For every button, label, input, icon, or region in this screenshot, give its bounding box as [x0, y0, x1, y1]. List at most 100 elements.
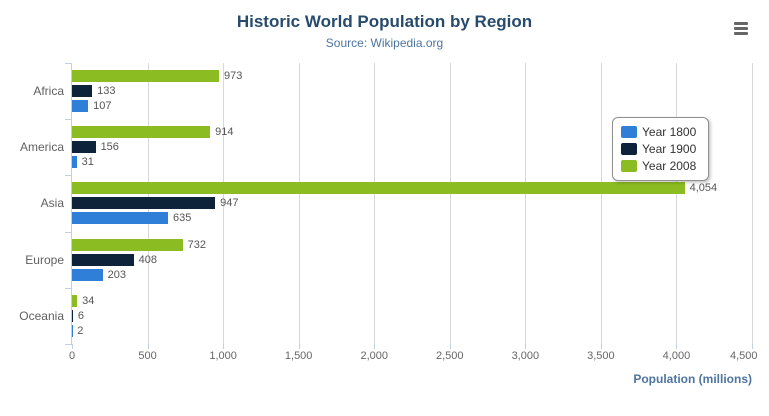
category-row: Europe 732 408 203: [25, 232, 752, 288]
x-tick-label: 2,000: [360, 350, 388, 362]
y-axis-line: [71, 63, 72, 344]
y-axis-tick: [65, 119, 72, 120]
bar-value-label: 635: [172, 212, 192, 225]
legend-symbol: [621, 160, 637, 172]
category-label: Oceania: [19, 308, 64, 323]
legend-item-year-2008[interactable]: Year 2008: [621, 159, 696, 173]
y-axis-tick: [65, 232, 72, 233]
x-tick-label: 1,500: [284, 350, 313, 362]
bar-year-1800[interactable]: [72, 268, 103, 281]
bar-value-label: 107: [93, 100, 112, 113]
x-tick-label: 3,000: [511, 350, 540, 362]
category-label: Africa: [33, 84, 64, 99]
bar-year-1900[interactable]: [72, 197, 216, 210]
grid-line: [374, 63, 376, 344]
bar-value-label: 914: [215, 126, 234, 139]
bar-value-label: 4,054: [689, 182, 718, 195]
x-axis-tick: [525, 344, 527, 349]
bar-value-label: 156: [100, 141, 119, 154]
x-axis-tick: [298, 344, 300, 349]
bar-line: 107: [72, 100, 752, 113]
x-axis-tick: [676, 344, 678, 349]
bar-line: 2: [72, 324, 752, 337]
bar-value-label: 6: [77, 309, 85, 322]
bar-line: 408: [72, 253, 752, 266]
bar-year-1900[interactable]: [72, 253, 134, 266]
bar-value-label: 133: [97, 85, 116, 98]
bar-year-1900[interactable]: [72, 141, 96, 154]
plot-area: Africa 973 133 107 America 914 156 31 Asia 4,054 9…: [19, 63, 753, 349]
x-tick-label: 4,000: [662, 350, 691, 362]
bar-line: 914: [72, 126, 752, 139]
x-axis-tick: [223, 344, 225, 349]
bar-value-label: 408: [138, 253, 157, 266]
y-axis-tick: [65, 63, 72, 64]
x-tick-label: 3,500: [587, 350, 615, 362]
chart-subtitle: Source: Wikipedia.org: [325, 36, 444, 50]
bar-line: 6: [72, 309, 752, 322]
legend: Year 1800 Year 1900 Year 2008: [612, 117, 710, 181]
grid-line: [298, 63, 300, 344]
bar-line: 133: [72, 85, 752, 98]
category-label: Asia: [40, 196, 64, 211]
y-axis-tick: [65, 344, 72, 345]
grid-line: [525, 63, 527, 344]
bar-line: 947: [72, 197, 752, 210]
bar-value-label: 31: [81, 156, 94, 169]
bar-line: 34: [72, 294, 752, 307]
legend-label: Year 1800: [642, 125, 697, 139]
legend-item-year-1900[interactable]: Year 1900: [621, 142, 696, 156]
bar-line: 203: [72, 268, 752, 281]
legend-symbol: [621, 126, 637, 138]
chart-title: Historic World Population by Region: [236, 12, 533, 31]
grid-line: [752, 63, 753, 344]
y-axis-tick: [65, 288, 72, 289]
bar-year-2008[interactable]: [72, 70, 220, 83]
bar-year-1900[interactable]: [72, 85, 93, 98]
x-tick-label: 1,000: [209, 350, 237, 362]
bar-value-label: 947: [220, 197, 239, 210]
bar-year-1800[interactable]: [72, 212, 168, 225]
x-axis-title: Population (millions): [633, 372, 752, 386]
x-tick-label: 4,500: [729, 350, 758, 362]
bar-line: 156: [72, 141, 752, 154]
bar-year-1800[interactable]: [72, 100, 89, 113]
x-axis-tick: [449, 344, 451, 349]
category-row: Oceania 34 6 2: [19, 288, 752, 344]
bar-line: 4,054: [72, 182, 752, 195]
y-axis-tick: [65, 175, 72, 176]
bar-value-label: 2: [77, 324, 84, 337]
bar-year-1800[interactable]: [72, 156, 77, 169]
x-tick-label: 0: [68, 350, 76, 362]
bar-year-2008[interactable]: [72, 294, 78, 307]
grid-line: [223, 63, 225, 344]
bar-year-1900[interactable]: [72, 309, 73, 322]
x-axis-tick: [600, 344, 602, 349]
legend-label: Year 1900: [642, 142, 697, 156]
category-row: Africa 973 133 107: [33, 63, 752, 119]
bar-year-2008[interactable]: [72, 182, 685, 195]
x-axis-tick: [752, 344, 753, 349]
category-label: America: [19, 140, 64, 155]
context-menu-button[interactable]: [734, 19, 754, 37]
legend-item-year-1800[interactable]: Year 1800: [621, 125, 696, 139]
bar-value-label: 203: [107, 268, 127, 281]
category-row: Asia 4,054 947 635: [41, 175, 752, 231]
x-axis-tick: [72, 344, 73, 349]
bar-year-2008[interactable]: [72, 126, 211, 139]
bar-value-label: 34: [82, 294, 95, 307]
grid-line: [600, 63, 602, 344]
x-axis-tick: [147, 344, 149, 349]
bar-year-2008[interactable]: [72, 238, 183, 251]
hamburger-icon: [734, 21, 748, 25]
category-row: America 914 156 31: [20, 119, 752, 175]
x-tick-label: 2,500: [436, 350, 464, 362]
legend-label: Year 2008: [642, 159, 697, 173]
x-axis-tick: [374, 344, 376, 349]
bar-value-label: 732: [187, 238, 206, 251]
bar-line: 635: [72, 212, 752, 225]
grid-line: [676, 63, 678, 344]
bar-line: 732: [72, 238, 752, 251]
bar-value-label: 973: [224, 70, 243, 83]
